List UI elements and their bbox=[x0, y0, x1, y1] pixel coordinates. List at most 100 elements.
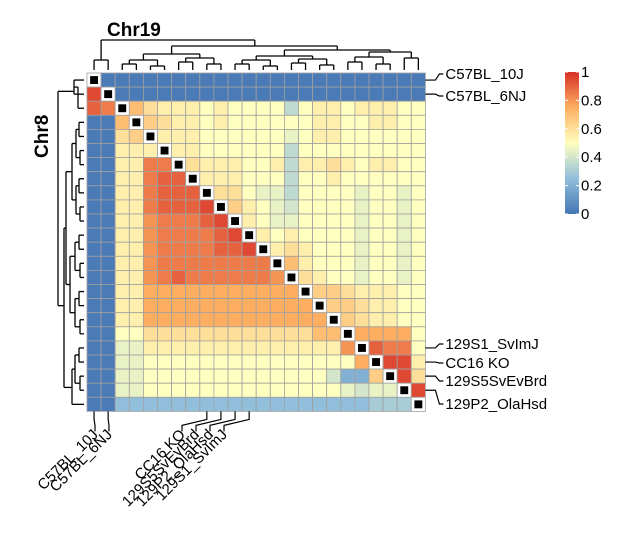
colorbar-tick-label: 0 bbox=[581, 206, 589, 223]
heatmap-cell bbox=[157, 326, 173, 342]
heatmap-cell bbox=[241, 340, 257, 356]
heatmap-cell bbox=[326, 143, 342, 159]
heatmap-cell bbox=[114, 185, 130, 201]
heatmap-cell bbox=[340, 368, 356, 384]
heatmap-cell bbox=[241, 298, 257, 314]
diagonal-marker bbox=[400, 386, 409, 395]
heatmap-cell bbox=[86, 241, 102, 257]
heatmap-cell bbox=[410, 368, 426, 384]
diagonal-marker bbox=[104, 90, 113, 99]
heatmap-cell bbox=[354, 213, 370, 229]
heatmap-cell bbox=[326, 368, 342, 384]
heatmap-cell bbox=[227, 227, 243, 243]
heatmap-cell bbox=[199, 269, 215, 285]
heatmap-cell bbox=[410, 340, 426, 356]
heatmap-cell bbox=[255, 354, 271, 370]
heatmap-cell bbox=[199, 255, 215, 271]
heatmap-cell bbox=[86, 86, 102, 102]
heatmap-cell bbox=[269, 213, 285, 229]
heatmap-cell bbox=[227, 326, 243, 342]
heatmap-cell bbox=[171, 354, 187, 370]
heatmap-cell bbox=[241, 241, 257, 257]
heatmap-cell bbox=[396, 199, 412, 215]
heatmap-cell bbox=[354, 269, 370, 285]
heatmap-cell bbox=[86, 213, 102, 229]
heatmap-cell bbox=[157, 340, 173, 356]
heatmap-cell bbox=[213, 368, 229, 384]
column-dendrogram bbox=[93, 39, 420, 70]
heatmap-cell bbox=[227, 143, 243, 159]
top-title: Chr19 bbox=[107, 20, 161, 41]
diagonal-marker bbox=[414, 400, 423, 409]
heatmap-cell bbox=[269, 157, 285, 173]
heatmap-cell bbox=[114, 382, 130, 398]
heatmap-cell bbox=[298, 396, 314, 412]
heatmap-cell bbox=[326, 114, 342, 130]
heatmap-cell bbox=[100, 326, 116, 342]
heatmap-cell bbox=[396, 340, 412, 356]
heatmap-cell bbox=[269, 128, 285, 144]
heatmap-cell bbox=[326, 382, 342, 398]
heatmap-cell bbox=[283, 340, 299, 356]
heatmap-cell bbox=[340, 340, 356, 356]
heatmap-cell bbox=[298, 312, 314, 328]
heatmap-cell bbox=[86, 185, 102, 201]
heatmap-cell bbox=[368, 255, 384, 271]
heatmap-cell bbox=[185, 213, 201, 229]
heatmap-cell bbox=[255, 284, 271, 300]
heatmap-cell bbox=[340, 227, 356, 243]
heatmap-cell bbox=[86, 171, 102, 187]
heatmap-cell bbox=[100, 199, 116, 215]
heatmap-cell bbox=[298, 171, 314, 187]
heatmap-cell bbox=[326, 354, 342, 370]
heatmap-cell bbox=[199, 86, 215, 102]
heatmap-cell bbox=[241, 213, 257, 229]
heatmap-cell bbox=[368, 396, 384, 412]
heatmap-cell bbox=[354, 255, 370, 271]
heatmap-cell bbox=[213, 114, 229, 130]
diagonal-marker bbox=[343, 329, 352, 338]
heatmap-cell bbox=[142, 171, 158, 187]
heatmap-cell bbox=[128, 185, 144, 201]
heatmap-cell bbox=[326, 255, 342, 271]
heatmap-cell bbox=[298, 114, 314, 130]
diagonal-marker bbox=[174, 160, 183, 169]
diagonal-marker bbox=[231, 217, 239, 225]
heatmap-cell bbox=[185, 143, 201, 159]
heatmap-cell bbox=[185, 298, 201, 314]
heatmap-cell bbox=[255, 213, 271, 229]
heatmap-cell bbox=[128, 100, 144, 116]
heatmap-cell bbox=[171, 143, 187, 159]
heatmap-cell bbox=[86, 368, 102, 384]
heatmap-cell bbox=[340, 354, 356, 370]
heatmap-cell bbox=[326, 86, 342, 102]
heatmap-cell bbox=[396, 128, 412, 144]
heatmap-cell bbox=[142, 312, 158, 328]
heatmap-cell bbox=[128, 298, 144, 314]
heatmap-cell bbox=[283, 312, 299, 328]
heatmap-cell bbox=[340, 213, 356, 229]
heatmap-cell bbox=[100, 312, 116, 328]
heatmap-cell bbox=[354, 86, 370, 102]
heatmap-cell bbox=[227, 312, 243, 328]
heatmap-cell bbox=[312, 128, 328, 144]
heatmap-cell bbox=[382, 340, 398, 356]
heatmap-cell bbox=[255, 100, 271, 116]
heatmap-cell bbox=[241, 396, 257, 412]
heatmap-cell bbox=[241, 382, 257, 398]
heatmap-cell bbox=[255, 199, 271, 215]
heatmap-cell bbox=[312, 340, 328, 356]
heatmap-cell bbox=[410, 171, 426, 187]
heatmap-cell bbox=[86, 298, 102, 314]
heatmap-cell bbox=[142, 368, 158, 384]
heatmap-cell bbox=[298, 227, 314, 243]
heatmap-cell bbox=[171, 100, 187, 116]
heatmap-cell bbox=[171, 241, 187, 257]
heatmap-cell bbox=[199, 213, 215, 229]
heatmap-cell bbox=[142, 100, 158, 116]
heatmap-cell bbox=[396, 185, 412, 201]
heatmap-cell bbox=[171, 396, 187, 412]
heatmap-cell bbox=[199, 171, 215, 187]
heatmap-cell bbox=[114, 340, 130, 356]
heatmap-cell bbox=[396, 368, 412, 384]
